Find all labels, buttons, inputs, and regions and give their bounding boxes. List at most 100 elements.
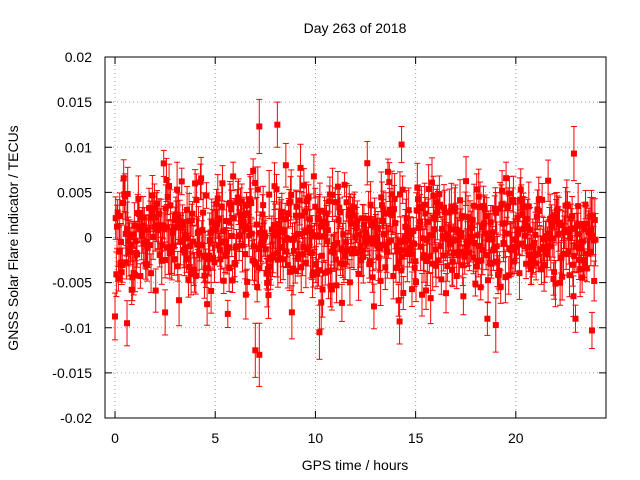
data-points — [112, 121, 599, 358]
data-point — [412, 258, 419, 265]
data-point — [278, 208, 285, 215]
data-point — [180, 222, 187, 229]
data-point — [543, 250, 550, 257]
data-point — [555, 230, 562, 237]
data-point — [412, 279, 419, 286]
data-point — [174, 263, 181, 270]
data-point — [160, 160, 167, 167]
data-point — [152, 287, 159, 294]
data-point — [297, 164, 304, 171]
data-point — [298, 212, 305, 219]
data-point — [414, 196, 421, 203]
data-point — [459, 213, 466, 220]
data-point — [515, 226, 522, 233]
data-point — [132, 238, 139, 245]
data-point — [242, 291, 249, 298]
data-point — [401, 234, 408, 241]
data-point — [254, 283, 261, 290]
data-point — [517, 186, 524, 193]
data-point — [335, 217, 342, 224]
data-point — [422, 210, 429, 217]
data-point — [182, 244, 189, 251]
data-point — [418, 204, 425, 211]
data-point — [158, 257, 165, 264]
data-point — [435, 257, 442, 264]
data-point — [196, 250, 203, 257]
data-point — [446, 209, 453, 216]
data-point — [134, 251, 141, 258]
data-point — [564, 201, 571, 208]
data-point — [263, 270, 270, 277]
data-point — [303, 198, 310, 205]
data-point — [193, 197, 200, 204]
data-point — [379, 217, 386, 224]
data-point — [392, 220, 399, 227]
data-point — [280, 228, 287, 235]
data-point — [154, 200, 161, 207]
data-point — [570, 293, 577, 300]
data-point — [499, 187, 506, 194]
data-point — [497, 205, 504, 212]
data-point — [417, 243, 424, 250]
data-point — [351, 204, 358, 211]
data-point — [323, 220, 330, 227]
data-point — [526, 252, 533, 259]
data-point — [267, 263, 274, 270]
data-point — [438, 276, 445, 283]
data-point — [423, 236, 430, 243]
data-point — [266, 191, 273, 198]
data-point — [436, 191, 443, 198]
data-point — [429, 260, 436, 267]
data-point — [175, 213, 182, 220]
data-point — [486, 236, 493, 243]
data-point — [472, 280, 479, 287]
data-point — [455, 228, 462, 235]
data-point — [208, 219, 215, 226]
data-point — [459, 262, 466, 269]
data-point — [431, 214, 438, 221]
data-point — [575, 256, 582, 263]
data-point — [168, 249, 175, 256]
y-tick-label: 0.015 — [57, 94, 92, 110]
data-point — [358, 247, 365, 254]
data-point — [429, 179, 436, 186]
data-point — [352, 225, 359, 232]
data-point — [332, 199, 339, 206]
data-point — [502, 274, 509, 281]
data-point — [206, 252, 213, 259]
data-point — [449, 266, 456, 273]
data-point — [481, 206, 488, 213]
data-point — [535, 250, 542, 257]
data-point — [378, 194, 385, 201]
data-point — [316, 329, 323, 336]
data-point — [380, 231, 387, 238]
data-point — [255, 264, 262, 271]
data-point — [199, 227, 206, 234]
data-point — [403, 215, 410, 222]
series-layer — [112, 98, 599, 387]
data-point — [112, 215, 119, 222]
data-point — [505, 272, 512, 279]
data-point — [216, 215, 223, 222]
data-point — [228, 232, 235, 239]
data-point — [284, 262, 291, 269]
data-point — [322, 210, 329, 217]
data-point — [125, 238, 132, 245]
data-point — [432, 246, 439, 253]
y-tick-label: -0.015 — [52, 365, 92, 381]
data-point — [445, 236, 452, 243]
data-point — [344, 246, 351, 253]
data-point — [579, 238, 586, 245]
data-point — [522, 232, 529, 239]
data-point — [452, 204, 459, 211]
data-point — [463, 178, 470, 185]
data-point — [224, 310, 231, 317]
data-point — [296, 197, 303, 204]
data-point — [183, 255, 190, 262]
data-point — [554, 206, 561, 213]
y-axis-label: GNSS Solar Flare indicator / TECUs — [5, 125, 21, 350]
data-point — [293, 203, 300, 210]
chart-title: Day 263 of 2018 — [304, 20, 407, 36]
data-point — [434, 209, 441, 216]
data-point — [292, 212, 299, 219]
